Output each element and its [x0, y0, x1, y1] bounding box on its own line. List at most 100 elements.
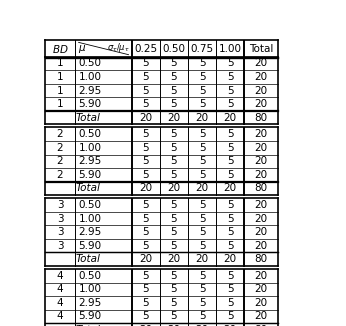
Text: 1: 1	[57, 72, 63, 82]
Text: Total: Total	[76, 184, 101, 193]
Text: 2.95: 2.95	[79, 298, 102, 308]
Text: 1.00: 1.00	[79, 143, 102, 153]
Text: 2: 2	[57, 170, 63, 180]
Text: 2.95: 2.95	[79, 156, 102, 166]
Text: 80: 80	[255, 184, 268, 193]
Text: 5: 5	[227, 129, 234, 139]
Text: 5: 5	[171, 86, 177, 96]
Text: 5: 5	[171, 58, 177, 68]
Text: 5: 5	[143, 271, 149, 281]
Text: 5: 5	[199, 271, 206, 281]
Text: 5: 5	[143, 129, 149, 139]
Text: 5: 5	[227, 72, 234, 82]
Text: 20: 20	[195, 113, 209, 123]
Text: 1.00: 1.00	[79, 214, 102, 224]
Text: 20: 20	[167, 325, 181, 326]
Text: 0.50: 0.50	[79, 58, 102, 68]
Text: 1: 1	[57, 99, 63, 109]
Text: 5: 5	[227, 298, 234, 308]
Text: 5: 5	[171, 284, 177, 294]
Text: 80: 80	[255, 325, 268, 326]
Text: 5: 5	[227, 143, 234, 153]
Text: 0.50: 0.50	[79, 129, 102, 139]
Text: 20: 20	[195, 254, 209, 264]
Text: 0.25: 0.25	[134, 44, 157, 53]
Text: 4: 4	[57, 284, 63, 294]
Text: 20: 20	[224, 113, 237, 123]
Text: $BD$: $BD$	[52, 42, 68, 54]
Text: 5: 5	[171, 72, 177, 82]
Text: 5: 5	[171, 200, 177, 210]
Text: 5: 5	[199, 72, 206, 82]
Text: 5: 5	[227, 156, 234, 166]
Text: 1.00: 1.00	[79, 284, 102, 294]
Text: 20: 20	[139, 325, 152, 326]
Text: 20: 20	[167, 254, 181, 264]
Text: 20: 20	[255, 129, 268, 139]
Text: 5: 5	[143, 241, 149, 251]
Text: $\sigma_\tau/\mu_\tau$: $\sigma_\tau/\mu_\tau$	[107, 41, 130, 54]
Text: 0.75: 0.75	[191, 44, 214, 53]
Text: 5: 5	[171, 214, 177, 224]
Text: 80: 80	[255, 113, 268, 123]
Text: 20: 20	[255, 298, 268, 308]
Text: 5: 5	[227, 241, 234, 251]
Text: 1.00: 1.00	[219, 44, 242, 53]
Text: 5: 5	[171, 156, 177, 166]
Text: 3: 3	[57, 241, 63, 251]
Text: 5.90: 5.90	[79, 170, 102, 180]
Text: 5: 5	[227, 58, 234, 68]
Text: 5.90: 5.90	[79, 241, 102, 251]
Text: 2: 2	[57, 143, 63, 153]
Text: 20: 20	[255, 58, 268, 68]
Text: 20: 20	[224, 254, 237, 264]
Text: 5: 5	[199, 214, 206, 224]
Text: 5: 5	[199, 143, 206, 153]
Text: 5: 5	[227, 200, 234, 210]
Text: 20: 20	[255, 227, 268, 237]
Text: 5: 5	[199, 58, 206, 68]
Text: 5: 5	[227, 170, 234, 180]
Text: 20: 20	[167, 113, 181, 123]
Text: 3: 3	[57, 200, 63, 210]
Text: 1: 1	[57, 86, 63, 96]
Text: 2: 2	[57, 129, 63, 139]
Text: 4: 4	[57, 271, 63, 281]
Text: 2.95: 2.95	[79, 86, 102, 96]
Text: 20: 20	[139, 184, 152, 193]
Text: 5: 5	[143, 214, 149, 224]
Text: Total: Total	[249, 44, 273, 53]
Text: 5: 5	[171, 99, 177, 109]
Text: 5: 5	[199, 99, 206, 109]
Text: 3: 3	[57, 214, 63, 224]
Text: 2.95: 2.95	[79, 227, 102, 237]
Text: 0.50: 0.50	[79, 200, 102, 210]
Text: 3: 3	[57, 227, 63, 237]
Text: 20: 20	[255, 241, 268, 251]
Text: 20: 20	[255, 200, 268, 210]
Text: 20: 20	[224, 325, 237, 326]
Text: 5: 5	[143, 227, 149, 237]
Text: 20: 20	[255, 271, 268, 281]
Text: 20: 20	[255, 156, 268, 166]
Text: 5: 5	[227, 284, 234, 294]
Text: 5: 5	[199, 200, 206, 210]
Text: 5: 5	[143, 170, 149, 180]
Text: 5: 5	[227, 227, 234, 237]
Text: 20: 20	[195, 325, 209, 326]
Text: 5: 5	[143, 58, 149, 68]
Text: 5: 5	[143, 298, 149, 308]
Text: 5: 5	[199, 86, 206, 96]
Text: 20: 20	[139, 113, 152, 123]
Text: 20: 20	[255, 99, 268, 109]
Text: 5: 5	[143, 99, 149, 109]
Text: 5: 5	[171, 298, 177, 308]
Text: 20: 20	[224, 184, 237, 193]
Text: 5: 5	[171, 129, 177, 139]
Text: 4: 4	[57, 298, 63, 308]
Text: 5: 5	[227, 214, 234, 224]
Text: 20: 20	[195, 184, 209, 193]
Text: 5.90: 5.90	[79, 99, 102, 109]
Text: 20: 20	[255, 86, 268, 96]
Text: 20: 20	[255, 214, 268, 224]
